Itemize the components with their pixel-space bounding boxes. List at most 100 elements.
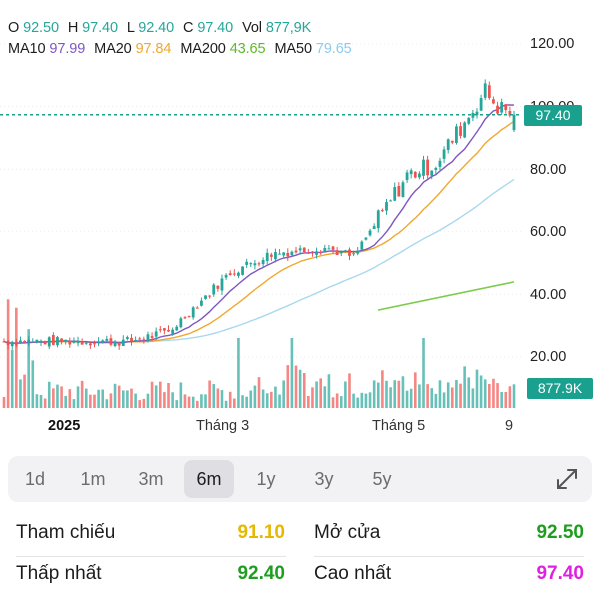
volume-bar	[315, 381, 318, 408]
volume-bar	[89, 394, 92, 408]
candle-body	[356, 250, 360, 254]
candle-body	[311, 251, 314, 253]
candle-body	[450, 140, 454, 143]
volume-bar	[179, 382, 183, 408]
volume-bar	[220, 390, 224, 408]
candle-body	[348, 249, 351, 256]
volume-bar	[348, 373, 351, 408]
candle-body	[154, 331, 158, 337]
candle-body	[438, 160, 442, 167]
volume-bar	[208, 380, 211, 408]
volume-bar	[467, 377, 471, 408]
volume-bar	[80, 380, 84, 408]
candle-body	[323, 248, 327, 252]
candle-body	[2, 341, 6, 343]
candle-body	[376, 210, 380, 229]
candle-body	[117, 343, 121, 346]
candle-body	[368, 230, 372, 236]
volume-bar	[10, 349, 14, 408]
price-chart[interactable]: O 92.50 H 97.40 L 92.40 C 97.40 Vol 877,…	[0, 0, 600, 445]
range-1y-button[interactable]: 1y	[256, 469, 276, 489]
candle-body	[47, 337, 51, 347]
volume-bar	[463, 366, 466, 408]
candle-body	[175, 326, 179, 331]
candle-body	[500, 102, 504, 113]
range-1d-button[interactable]: 1d	[24, 469, 46, 489]
candle-body	[455, 126, 458, 144]
y-tick-40: 40.00	[530, 287, 567, 303]
y-tick-20: 20.00	[530, 349, 567, 365]
candle-body	[294, 250, 298, 253]
candle-body	[146, 334, 150, 342]
volume-bar	[76, 386, 80, 408]
candle-body	[504, 104, 508, 110]
candle-body	[413, 171, 417, 178]
volume-bar	[356, 397, 360, 408]
range-3y-button[interactable]: 3y	[314, 469, 334, 489]
ma10-value: 97.99	[49, 41, 86, 57]
volume-bar	[381, 370, 384, 408]
reference-price-label: Tham chiếu	[16, 522, 116, 543]
y-tick-120: 120.00	[530, 36, 575, 52]
ma200-label: MA200	[180, 41, 226, 57]
high-price-value: 97.40	[536, 563, 584, 584]
volume-bar	[270, 391, 273, 408]
volume-bar	[459, 383, 462, 408]
candle-body	[446, 139, 450, 150]
volume-bar	[23, 374, 26, 408]
time-range-selector: 1d 1m 3m 6m 1y 3y 5y	[8, 456, 592, 502]
open-label: O	[8, 20, 20, 36]
volume-bar	[138, 400, 142, 408]
range-5y-button[interactable]: 5y	[372, 469, 392, 489]
candle-body	[76, 340, 80, 344]
candle-body	[298, 248, 302, 251]
range-1m-button[interactable]: 1m	[80, 469, 106, 489]
volume-bar	[335, 393, 339, 408]
volume-bar	[39, 394, 43, 408]
x-tick-9: 9	[505, 418, 514, 434]
low-price-value: 92.40	[237, 563, 285, 584]
volume-bar	[60, 386, 63, 408]
candle-body	[487, 85, 491, 98]
ma200-value: 43.65	[229, 41, 266, 57]
range-3m-button[interactable]: 3m	[138, 469, 164, 489]
open-price-label: Mở cửa	[314, 522, 381, 543]
candle-body	[274, 252, 277, 260]
ma10-label: MA10	[8, 41, 46, 57]
candle-body	[467, 117, 471, 124]
volume-bar	[492, 378, 495, 408]
candle-body	[319, 252, 323, 254]
candle-body	[479, 98, 483, 111]
candle-body	[434, 167, 438, 170]
candle-body	[306, 252, 310, 254]
expand-icon[interactable]	[554, 466, 580, 492]
range-6m-button[interactable]: 6m	[184, 460, 234, 498]
candle-body	[163, 328, 166, 331]
candle-body	[405, 172, 409, 181]
candle-body	[220, 278, 224, 291]
candle-body	[335, 250, 339, 256]
volume-bar	[257, 377, 261, 408]
candle-body	[23, 340, 26, 344]
candle-body	[426, 159, 430, 176]
candle-body	[105, 338, 109, 341]
ma50-line	[3, 178, 515, 345]
volume-bar	[52, 388, 55, 408]
volume-bar	[286, 365, 290, 408]
volume-value: 877,9K	[265, 20, 312, 36]
volume-bar	[451, 387, 454, 408]
x-tick-2025: 2025	[48, 418, 81, 434]
candle-body	[167, 329, 170, 332]
candle-body	[150, 336, 154, 338]
volume-bar	[265, 393, 269, 408]
candle-body	[286, 252, 290, 257]
volume-bar	[224, 400, 228, 408]
volume-bar	[319, 378, 322, 408]
volume-bar	[504, 392, 508, 408]
divider	[314, 556, 584, 557]
low-value: 92.40	[138, 20, 175, 36]
candle-body	[109, 338, 113, 345]
volume-bar	[183, 394, 187, 408]
volume-bar	[142, 398, 146, 408]
volume-bar	[488, 383, 491, 408]
